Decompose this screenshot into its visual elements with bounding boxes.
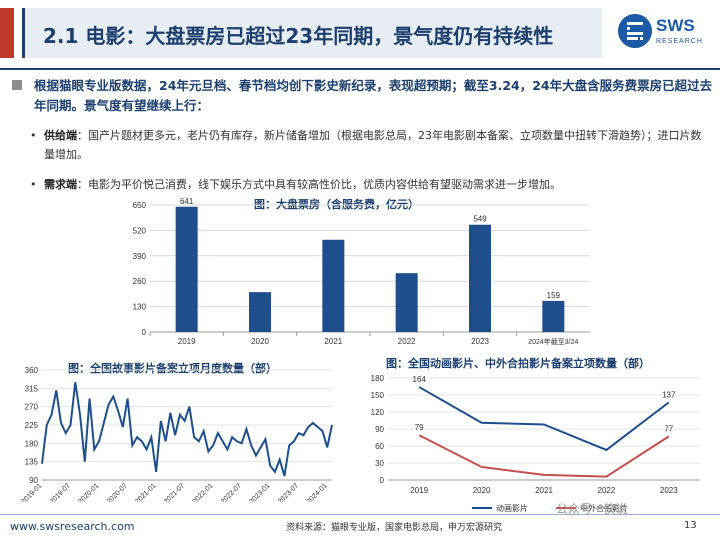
- title-divider: [0, 68, 720, 70]
- bar: [542, 300, 565, 332]
- y-tick-label: 225: [25, 421, 39, 430]
- data-label: 79: [415, 423, 424, 432]
- series-line: [41, 382, 333, 477]
- y-tick-label: 90: [375, 425, 384, 434]
- y-tick-label: 0: [142, 328, 147, 337]
- main-point-text: 根据猫眼专业版数据，24年元旦档、春节档均创下影史新纪录，表现超预期；截至3.2…: [34, 78, 713, 113]
- y-tick-label: 150: [371, 391, 385, 400]
- x-tick-label: 2020-01: [77, 482, 100, 502]
- bar: [249, 292, 271, 332]
- footer-divider: [0, 514, 720, 515]
- logo-text: SWS: [656, 16, 695, 35]
- watermark: 公众号 · 侠说: [556, 502, 628, 516]
- y-tick-label: 520: [133, 226, 147, 235]
- box-office-bar-chart: 0 130 260 390 520 650 2019 641 2020 2021 2022 2023 5…: [133, 197, 590, 346]
- legend-label: 动画影片: [496, 503, 528, 513]
- supply-text: ：国产片题材更多元，老片仍有库存，新片储备增加（根据电影总局，23年电影剧本备案…: [44, 129, 702, 161]
- y-tick-label: 260: [133, 277, 147, 286]
- y-tick-label: 650: [133, 201, 147, 210]
- x-tick-label: 2023-07: [277, 482, 300, 502]
- x-tick-label: 2022: [598, 486, 616, 495]
- page-number: 13: [684, 520, 697, 531]
- y-tick-label: 30: [375, 459, 384, 468]
- x-tick-label: 2019: [410, 486, 428, 495]
- supply-tag: 供给端: [44, 129, 77, 142]
- y-tick-label: 360: [25, 366, 39, 375]
- bar: [322, 239, 345, 332]
- series-line: [418, 386, 670, 452]
- x-tick-label: 2021-01: [134, 482, 157, 502]
- y-tick-label: 180: [25, 439, 39, 448]
- sws-logo-icon: [618, 14, 652, 48]
- x-tick-label: 2022: [398, 337, 416, 346]
- x-tick-label: 2023: [660, 486, 678, 495]
- data-label: 549: [473, 215, 487, 224]
- x-tick-label: 2024-01: [306, 482, 329, 502]
- x-tick-label: 2019-07: [49, 482, 72, 502]
- data-label: 641: [180, 197, 194, 206]
- y-tick-label: 130: [133, 303, 147, 312]
- logo-subtext: RESEARCH: [656, 38, 703, 45]
- slide-title: 2.1 电影：大盘票房已超过23年同期，景气度仍有持续性: [43, 24, 554, 48]
- data-label: 137: [662, 390, 676, 399]
- y-tick-label: 270: [25, 403, 39, 412]
- legend-label: 中外合拍影片: [580, 503, 628, 513]
- x-tick-label: 2020: [251, 337, 269, 346]
- x-tick-label: 2019: [178, 337, 196, 346]
- title-accent-bar: [0, 8, 14, 58]
- series-line: [418, 434, 670, 478]
- x-tick-label: 2021: [324, 337, 342, 346]
- x-tick-label: 2024年截至3/24: [528, 337, 578, 346]
- bar: [469, 224, 491, 332]
- data-label: 164: [413, 375, 427, 384]
- bar: [175, 206, 198, 332]
- y-tick-label: 120: [371, 408, 385, 417]
- supply-bullet: • 供给端：国产片题材更多元，老片仍有库存，新片储备增加（根据电影总局，23年电…: [30, 126, 704, 164]
- title-bar: 2.1 电影：大盘票房已超过23年同期，景气度仍有持续性 SWS RESEARC…: [0, 0, 720, 66]
- x-tick-label: 2021: [535, 486, 553, 495]
- y-tick-label: 315: [25, 384, 39, 393]
- data-label: 159: [547, 291, 561, 300]
- y-tick-label: 390: [133, 252, 147, 261]
- y-tick-label: 90: [29, 476, 38, 485]
- main-bullet-square: [12, 80, 22, 90]
- x-tick-label: 2022-07: [220, 482, 243, 502]
- x-tick-label: 2020-07: [106, 482, 129, 502]
- x-tick-label: 2019-01: [20, 482, 43, 502]
- x-tick-label: 2021-07: [163, 482, 186, 502]
- x-tick-label: 2022-01: [191, 482, 214, 502]
- demand-text: ：电影为平价悦己消费，线下娱乐方式中具有较高性价比，优质内容供给有望驱动需求进一…: [77, 178, 561, 191]
- y-tick-label: 180: [371, 374, 385, 383]
- animation-coproduction-line-chart: 0 30 60 90 120 150 180 2019 2020 2021 2022 2023 164 1…: [371, 374, 700, 513]
- bullet-dot: •: [30, 129, 37, 142]
- bar: [395, 273, 418, 332]
- demand-tag: 需求端: [44, 178, 77, 191]
- x-tick-label: 2023-01: [248, 482, 271, 502]
- demand-bullet: • 需求端：电影为平价悦己消费，线下娱乐方式中具有较高性价比，优质内容供给有望驱…: [30, 175, 704, 194]
- y-tick-label: 135: [25, 458, 39, 467]
- footer-url[interactable]: www.swsresearch.com: [10, 520, 135, 533]
- monthly-filings-chart-title: 图：全国故事影片备案立项月度数量（部）: [68, 362, 277, 375]
- y-tick-label: 60: [375, 442, 384, 451]
- bullet-dot: •: [30, 178, 37, 191]
- x-tick-label: 2023: [471, 337, 489, 346]
- title-box: 2.1 电影：大盘票房已超过23年同期，景气度仍有持续性: [22, 8, 602, 58]
- y-tick-label: 0: [380, 476, 385, 485]
- animation-coproduction-chart-title: 图：全国动画影片、中外合拍影片备案立项数量（部）: [386, 357, 650, 370]
- footer-source: 资料来源：猫眼专业版，国家电影总局，申万宏源研究: [286, 523, 503, 533]
- data-label: 77: [664, 424, 673, 433]
- x-tick-label: 2020: [473, 486, 491, 495]
- sws-logo: SWS RESEARCH: [618, 14, 708, 54]
